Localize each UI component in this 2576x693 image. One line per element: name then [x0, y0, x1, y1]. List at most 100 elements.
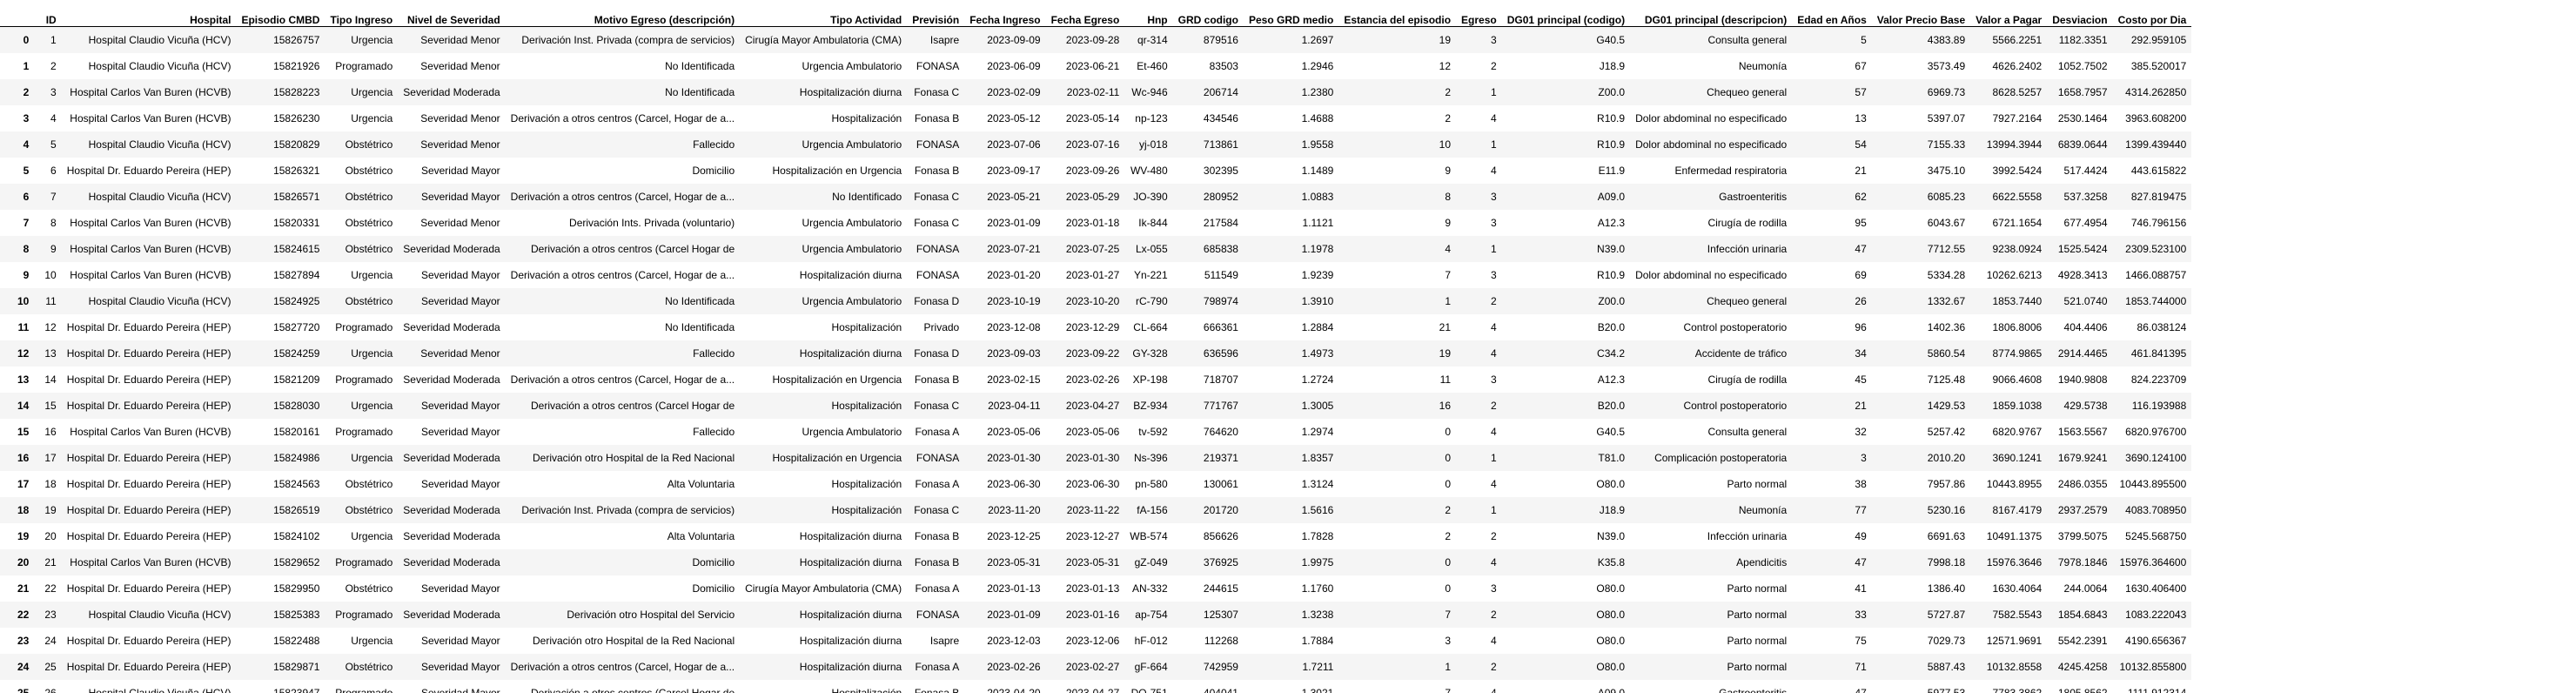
table-cell: Derivación otro Hospital de la Red Nacio… — [533, 634, 735, 647]
table-cell: Urgencia — [351, 399, 393, 412]
table-cell: 2 — [1445, 529, 1452, 542]
table-cell: qr-314 — [1137, 33, 1168, 46]
table-cell: Severidad Mayor — [420, 477, 500, 490]
table-cell: A12.3 — [1597, 373, 1626, 386]
table-row: 21 22 Hospital Dr. Eduardo Pereira (HEP) 15… — [0, 575, 2192, 602]
table-cell: 62 — [1855, 190, 1867, 203]
table-cell: Hospital Dr. Eduardo Pereira (HEP) — [66, 477, 231, 490]
table-cell: Urgencia — [351, 268, 393, 281]
row-index: 21 — [17, 582, 30, 595]
table-cell: Programado — [335, 555, 393, 569]
column-header: ID — [39, 0, 62, 27]
table-cell: 1 — [1491, 503, 1497, 516]
table-cell: 1.2380 — [1301, 85, 1334, 98]
table-cell: 2023-04-27 — [1065, 399, 1120, 412]
table-cell: 15826321 — [273, 164, 320, 177]
row-index: 23 — [17, 634, 30, 647]
table-cell: 1083.222043 — [2125, 608, 2187, 621]
table-cell: 1853.7440 — [1992, 294, 2043, 307]
table-cell: 75 — [1855, 634, 1867, 647]
table-cell: R10.9 — [1597, 268, 1626, 281]
table-cell: Severidad Mayor — [420, 686, 500, 693]
table-cell: 2023-01-13 — [1065, 582, 1120, 595]
table-cell: 1332.67 — [1927, 294, 1966, 307]
table-cell: Hospital Dr. Eduardo Pereira (HEP) — [66, 373, 231, 386]
table-cell: 4083.708950 — [2125, 503, 2187, 516]
table-cell: 21 — [1855, 164, 1867, 177]
table-cell: Privado — [923, 320, 960, 333]
table-row: 22 23 Hospital Claudio Vicuña (HCV) 1582538… — [0, 601, 2192, 628]
table-cell: 1 — [50, 33, 57, 46]
table-cell: 2023-06-30 — [987, 477, 1041, 490]
table-row: 20 21 Hospital Carlos Van Buren (HCVB) 1582… — [0, 548, 2192, 575]
table-cell: Urgencia Ambulatorio — [802, 59, 902, 72]
table-cell: 1.1978 — [1301, 242, 1334, 255]
table-cell: 3475.10 — [1927, 164, 1966, 177]
table-cell: 217584 — [1203, 216, 1238, 229]
table-cell: 5257.42 — [1927, 425, 1966, 438]
table-cell: 6043.67 — [1927, 216, 1966, 229]
table-cell: 5542.2391 — [2057, 634, 2108, 647]
table-cell: Severidad Mayor — [420, 660, 500, 673]
table-cell: Hospital Dr. Eduardo Pereira (HEP) — [66, 164, 231, 177]
table-cell: 49 — [1855, 529, 1867, 542]
table-cell: 0 — [1445, 477, 1452, 490]
table-cell: Domicilio — [692, 164, 735, 177]
table-cell: 12571.9691 — [1986, 634, 2043, 647]
table-cell: Cirugía Mayor Ambulatoria (CMA) — [745, 33, 902, 46]
table-cell: 511549 — [1204, 268, 1238, 281]
table-row: 6 7 Hospital Claudio Vicuña (HCV) 15826571 O… — [0, 183, 2192, 210]
table-cell: 4190.656367 — [2125, 634, 2187, 647]
table-cell: Derivación a otros centros (Carcel, Hoga… — [510, 660, 735, 673]
table-cell: Obstétrico — [345, 503, 393, 516]
table-cell: 2023-05-06 — [987, 425, 1041, 438]
table-cell: 8 — [50, 216, 57, 229]
table-cell: 77 — [1855, 503, 1867, 516]
table-cell: Hospital Carlos Van Buren (HCVB) — [70, 85, 231, 98]
table-cell: Z00.0 — [1598, 294, 1626, 307]
table-cell: 429.5738 — [2063, 399, 2108, 412]
table-cell: Obstétrico — [345, 216, 393, 229]
table-cell: 2023-07-25 — [1065, 242, 1120, 255]
table-cell: Severidad Moderada — [403, 242, 500, 255]
table-cell: Hospital Claudio Vicuña (HCV) — [88, 59, 231, 72]
table-cell: Parto normal — [1727, 660, 1788, 673]
table-cell: Hospitalización diurna — [799, 529, 902, 542]
table-cell: Infección urinaria — [1707, 242, 1788, 255]
table-cell: A09.0 — [1597, 686, 1626, 693]
table-cell: 7155.33 — [1927, 138, 1966, 151]
table-cell: Hospitalización diurna — [799, 346, 902, 360]
table-cell: Hospital Carlos Van Buren (HCVB) — [70, 111, 231, 124]
table-cell: 19 — [44, 503, 57, 516]
table-cell: 1399.439440 — [2125, 138, 2187, 151]
table-cell: 1.1760 — [1301, 582, 1334, 595]
table-cell: 15824259 — [273, 346, 320, 360]
table-cell: 461.841395 — [2130, 346, 2187, 360]
table-cell: 2309.523100 — [2125, 242, 2187, 255]
table-cell: 385.520017 — [2130, 59, 2187, 72]
row-index: 22 — [17, 608, 30, 621]
table-cell: Hospital Dr. Eduardo Pereira (HEP) — [66, 503, 231, 516]
column-header: Tipo Ingreso — [325, 0, 399, 27]
table-cell: 2023-02-11 — [1066, 85, 1120, 98]
table-cell: 16 — [44, 425, 57, 438]
table-cell: 1 — [1445, 294, 1452, 307]
table-cell: 280952 — [1203, 190, 1238, 203]
table-cell: GY-328 — [1132, 346, 1168, 360]
table-cell: 2486.0355 — [2057, 477, 2108, 490]
table-cell: 47 — [1855, 686, 1867, 693]
table-cell: 1.8357 — [1301, 451, 1334, 464]
table-cell: Hospital Carlos Van Buren (HCVB) — [70, 268, 231, 281]
table-cell: Fonasa C — [914, 503, 960, 516]
table-cell: 10262.6213 — [1986, 268, 2043, 281]
table-row: 8 9 Hospital Carlos Van Buren (HCVB) 158246… — [0, 235, 2192, 262]
table-cell: 2023-11-22 — [1066, 503, 1120, 516]
table-cell: O80.0 — [1596, 634, 1626, 647]
table-cell: 95 — [1855, 216, 1867, 229]
table-row: 2 3 Hospital Carlos Van Buren (HCVB) 158282… — [0, 78, 2192, 105]
table-cell: No Identificado — [832, 190, 902, 203]
table-cell: Hospitalización diurna — [799, 660, 902, 673]
table-cell: Urgencia — [351, 346, 393, 360]
table-cell: 2023-06-21 — [1065, 59, 1120, 72]
table-cell: 9238.0924 — [1992, 242, 2043, 255]
